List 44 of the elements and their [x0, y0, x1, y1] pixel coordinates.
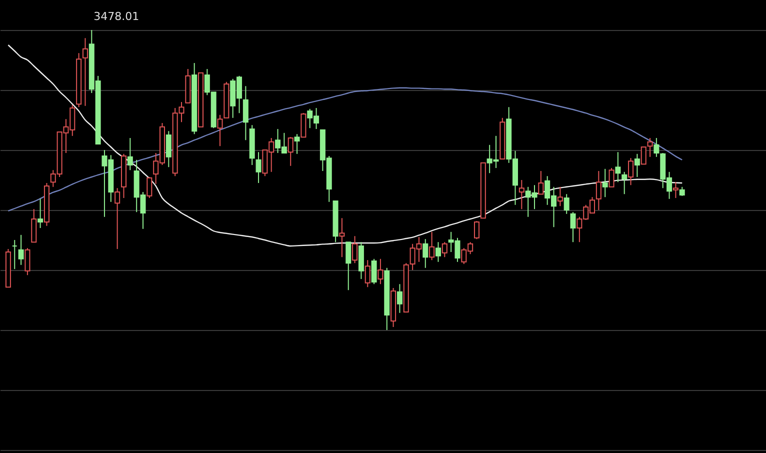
candlestick — [114, 188, 120, 250]
candlestick — [352, 236, 358, 264]
candlestick — [538, 170, 544, 195]
candlestick — [647, 138, 653, 158]
candlestick — [364, 260, 370, 288]
candlestick — [396, 284, 402, 314]
candlestick — [294, 134, 300, 154]
candlestick — [378, 258, 384, 285]
candlestick — [300, 112, 306, 138]
candlestick — [82, 38, 88, 106]
candlestick — [242, 86, 248, 141]
candlestick — [435, 242, 441, 262]
candlestick — [422, 238, 428, 268]
candlestick — [602, 168, 608, 198]
candlestick — [339, 218, 345, 258]
candlestick — [371, 258, 377, 285]
candlestick — [24, 248, 30, 276]
candlestick — [615, 152, 621, 183]
candlestick — [18, 234, 24, 266]
candlestick — [166, 130, 172, 168]
candlestick — [256, 152, 262, 184]
candlestick — [570, 212, 576, 243]
candlestick — [596, 170, 602, 210]
candlestick — [628, 158, 634, 186]
candlestick — [38, 198, 44, 228]
candlestick — [557, 186, 563, 207]
candlestick — [640, 146, 646, 165]
candlestick — [429, 231, 435, 261]
candlestick — [217, 114, 223, 147]
candlestick — [564, 194, 570, 214]
candlestick — [634, 153, 640, 178]
candlestick — [127, 138, 133, 171]
candlestick — [288, 136, 294, 166]
candlestick — [622, 171, 628, 195]
candlestick — [608, 168, 614, 188]
candlestick — [518, 180, 524, 210]
candlestick — [146, 176, 152, 198]
candlestick — [474, 220, 480, 240]
candlestick — [346, 242, 352, 291]
candlestick — [672, 182, 678, 198]
candlestick — [442, 242, 448, 258]
text: 3478.01 — [94, 10, 140, 23]
candlestick — [654, 138, 660, 158]
candlestick — [31, 208, 37, 243]
